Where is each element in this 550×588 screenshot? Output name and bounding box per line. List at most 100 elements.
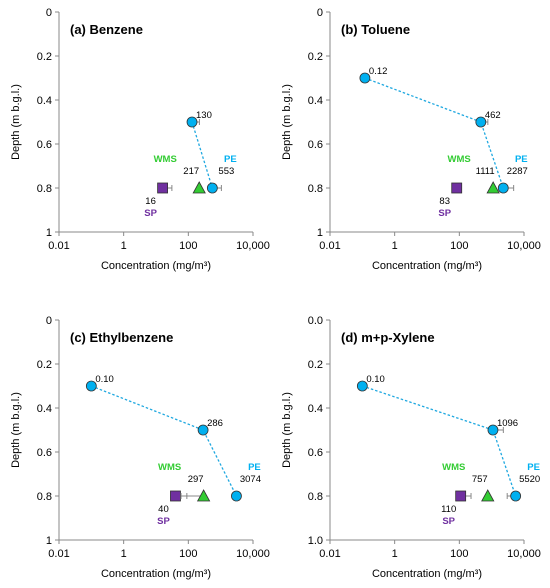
y-tick-label: 1.0: [308, 535, 323, 547]
wms-marker: [481, 489, 495, 502]
x-axis-label: Concentration (mg/m³): [101, 260, 211, 272]
profile-line: [91, 385, 238, 497]
y-tick-label: 0: [46, 315, 52, 327]
x-tick-label: 10,000: [507, 240, 541, 252]
x-tick-label: 10,000: [236, 548, 270, 560]
wms-marker: [192, 181, 206, 194]
y-tick-label: 0.8: [308, 183, 323, 195]
data-label: 0.10: [366, 374, 385, 385]
x-tick-label: 0.01: [319, 240, 340, 252]
profile-point: [359, 72, 371, 84]
chart-title: (b) Toluene: [341, 22, 410, 37]
sp-marker: [455, 490, 467, 502]
profile-point: [186, 116, 198, 128]
x-tick-label: 1: [121, 548, 127, 560]
y-tick-label: 0.6: [308, 139, 323, 151]
profile-line: [191, 121, 213, 189]
pe-marker: [510, 490, 522, 502]
x-tick-label: 100: [450, 548, 468, 560]
y-tick-label: 0.6: [308, 447, 323, 459]
series-name-pe: PE: [224, 154, 237, 165]
pe-marker: [206, 182, 218, 194]
x-tick-label: 10,000: [507, 548, 541, 560]
x-tick-label: 100: [179, 240, 197, 252]
wms-marker: [196, 489, 211, 502]
x-tick-label: 100: [179, 548, 197, 560]
x-tick-label: 1: [392, 240, 398, 252]
y-tick-label: 0.4: [37, 95, 52, 107]
y-tick-label: 0.4: [37, 403, 52, 415]
series-name-sp: SP: [157, 516, 170, 527]
y-tick-label: 0.6: [37, 447, 52, 459]
series-name-sp: SP: [442, 516, 455, 527]
data-label: 0.10: [95, 374, 114, 385]
y-tick-label: 0.2: [308, 359, 323, 371]
profile-point: [356, 380, 368, 392]
y-axis-label: Depth (m b.g.l.): [10, 84, 22, 160]
sp-marker: [451, 182, 463, 194]
chart-title: (d) m+p-Xylene: [341, 330, 435, 345]
data-label: 0.12: [369, 66, 388, 77]
y-tick-label: 0.2: [37, 359, 52, 371]
data-label: 553: [218, 166, 234, 177]
y-tick-label: 1: [317, 227, 323, 239]
profile-point: [197, 424, 209, 436]
series-name-pe: PE: [527, 462, 540, 473]
x-axis-label: Concentration (mg/m³): [101, 568, 211, 580]
y-tick-label: 0.4: [308, 95, 323, 107]
data-label: 297: [188, 474, 204, 485]
data-label: 5520: [519, 474, 540, 485]
y-tick-label: 1: [46, 535, 52, 547]
y-tick-label: 0.8: [37, 491, 52, 503]
x-tick-label: 1: [392, 548, 398, 560]
data-label: 217: [183, 166, 199, 177]
data-label: 40: [158, 504, 169, 515]
chart-title: (c) Ethylbenzene: [70, 330, 173, 345]
y-tick-label: 0.4: [308, 403, 323, 415]
series-name-wms: WMS: [154, 154, 177, 165]
x-tick-label: 0.01: [48, 548, 69, 560]
profile-point: [85, 380, 97, 392]
sp-marker: [157, 182, 168, 194]
x-tick-label: 0.01: [319, 548, 340, 560]
data-label: 3074: [240, 474, 261, 485]
series-name-wms: WMS: [158, 462, 181, 473]
chart-title: (a) Benzene: [70, 22, 143, 37]
data-label: 1111: [476, 166, 495, 177]
wms-marker: [486, 181, 500, 194]
sp-marker: [170, 490, 181, 502]
y-tick-label: 0.0: [308, 315, 323, 327]
y-axis-label: Depth (m b.g.l.): [10, 392, 22, 468]
pe-marker: [497, 182, 509, 194]
y-tick-label: 1: [46, 227, 52, 239]
x-axis-label: Concentration (mg/m³): [372, 260, 482, 272]
pe-marker: [231, 490, 242, 502]
data-label: 16: [145, 196, 156, 207]
data-label: 757: [472, 474, 488, 485]
y-tick-label: 0: [317, 7, 323, 19]
series-name-wms: WMS: [442, 462, 465, 473]
x-tick-label: 10,000: [236, 240, 270, 252]
data-label: 462: [485, 110, 501, 121]
data-label: 130: [196, 110, 212, 121]
x-axis-label: Concentration (mg/m³): [372, 568, 482, 580]
series-name-pe: PE: [248, 462, 261, 473]
chart-panel-2: 00.20.40.60.810.01 1 100 10,000Concentratio…: [281, 7, 541, 272]
y-axis-label: Depth (m b.g.l.): [281, 392, 293, 468]
series-name-sp: SP: [144, 208, 157, 219]
y-tick-label: 0.2: [308, 51, 323, 63]
y-axis-label: Depth (m b.g.l.): [281, 84, 293, 160]
data-label: 2287: [507, 166, 528, 177]
x-tick-label: 100: [450, 240, 468, 252]
x-tick-label: 0.01: [48, 240, 69, 252]
y-tick-label: 0: [46, 7, 52, 19]
data-label: 286: [207, 418, 223, 429]
data-label: 110: [441, 504, 456, 515]
chart-panel-4: 0.0 0.2 0.4 0.6 0.8 1.00.01 1 100 10,000 Concentr…: [281, 315, 541, 580]
y-tick-label: 0.8: [308, 491, 323, 503]
y-tick-label: 0.2: [37, 51, 52, 63]
data-label: 1096: [497, 418, 518, 429]
series-name-wms: WMS: [448, 154, 471, 165]
series-name-pe: PE: [515, 154, 528, 165]
